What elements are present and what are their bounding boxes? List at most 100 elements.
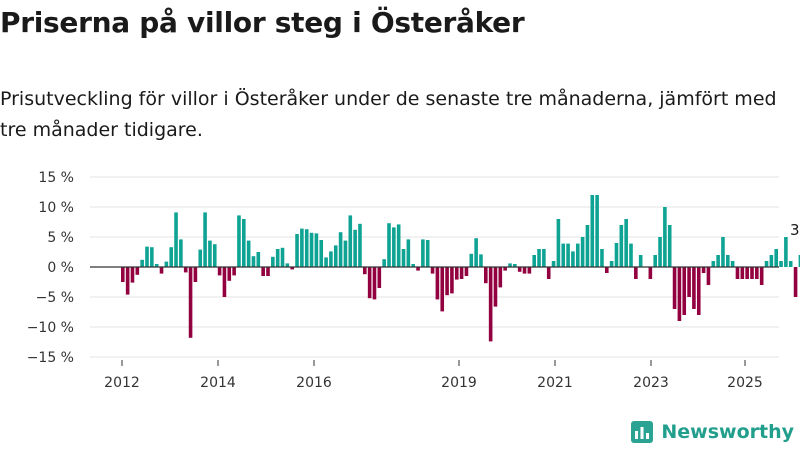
bar xyxy=(387,223,391,267)
bar xyxy=(619,225,624,267)
bar xyxy=(396,224,401,267)
bar xyxy=(614,243,619,267)
bar xyxy=(706,267,711,285)
bar xyxy=(304,229,309,267)
bar xyxy=(711,261,716,267)
bar xyxy=(779,261,783,267)
bar xyxy=(121,267,125,282)
bar xyxy=(140,259,144,267)
bar xyxy=(445,267,449,296)
bar xyxy=(338,232,343,267)
bar xyxy=(638,255,643,267)
bar xyxy=(324,257,328,267)
bar xyxy=(353,229,357,267)
bar xyxy=(125,267,130,295)
bar xyxy=(488,267,493,342)
bar xyxy=(474,238,478,267)
bar xyxy=(556,219,561,267)
bar xyxy=(687,267,691,297)
bars xyxy=(121,195,800,342)
bar xyxy=(537,249,541,267)
bar xyxy=(532,255,536,267)
y-tick-label: −5 % xyxy=(36,290,74,306)
bar xyxy=(164,261,169,267)
bar xyxy=(246,240,251,267)
y-axis-tick-labels: 15 % 10 % 5 % 0 % −5 % −10 % −15 % xyxy=(27,170,74,366)
bar xyxy=(193,267,198,282)
bar xyxy=(575,243,580,267)
y-tick-label: −10 % xyxy=(27,320,74,336)
x-tick-label: 2016 xyxy=(296,375,332,391)
bar xyxy=(454,267,459,280)
bar xyxy=(159,267,164,274)
bar xyxy=(672,267,677,309)
bar xyxy=(242,219,246,267)
bar xyxy=(377,267,382,288)
bar xyxy=(430,267,435,274)
bar xyxy=(271,256,275,267)
bar xyxy=(788,261,793,267)
bar xyxy=(217,267,222,276)
bar xyxy=(203,212,207,267)
bar xyxy=(595,195,599,267)
bar xyxy=(261,267,265,276)
bar xyxy=(667,225,672,267)
bar xyxy=(798,255,800,267)
bar xyxy=(188,267,193,338)
bar xyxy=(493,267,498,307)
bar xyxy=(135,267,140,275)
bar xyxy=(522,267,527,274)
bar xyxy=(208,240,212,267)
bar xyxy=(150,247,154,267)
x-tick-label: 2014 xyxy=(200,375,236,391)
bar xyxy=(300,228,304,267)
x-tick-label: 2019 xyxy=(441,375,477,391)
bar xyxy=(721,237,725,267)
bar xyxy=(459,267,464,279)
bar xyxy=(382,259,386,267)
bar xyxy=(546,267,551,279)
bar xyxy=(421,239,425,267)
bar xyxy=(517,267,522,272)
x-tick-label: 2025 xyxy=(727,375,763,391)
bar xyxy=(290,267,294,270)
bar xyxy=(154,264,159,267)
bar xyxy=(266,267,270,276)
bar xyxy=(605,267,609,273)
last-value-annotation: 3 % xyxy=(790,221,800,239)
bar xyxy=(513,264,517,267)
x-tick-label: 2012 xyxy=(104,375,140,391)
bar xyxy=(363,267,367,275)
bar xyxy=(774,249,778,267)
bar xyxy=(392,227,396,267)
bar xyxy=(314,233,319,267)
y-tick-label: 15 % xyxy=(38,170,74,186)
x-axis-tick-labels: 2012 2014 2016 2019 2021 2023 2025 xyxy=(104,360,763,391)
brand-logo: Newsworthy xyxy=(630,420,794,444)
bar xyxy=(406,239,411,267)
bar xyxy=(285,263,290,267)
bar xyxy=(745,267,749,279)
bar xyxy=(764,261,769,267)
bar xyxy=(256,252,261,267)
bar xyxy=(333,245,338,267)
bar xyxy=(198,249,203,267)
bar xyxy=(440,267,445,312)
bar xyxy=(145,246,149,267)
bar xyxy=(503,267,507,271)
bar-chart: 15 %10 %5 %0 %−5 %−10 %−15 % 2012 2014 201… xyxy=(27,170,800,391)
bar xyxy=(174,212,178,267)
y-tick-label: 0 % xyxy=(47,260,74,276)
bar xyxy=(769,255,774,267)
bar xyxy=(609,261,614,267)
bar xyxy=(425,240,430,267)
bar xyxy=(411,264,415,267)
bar xyxy=(658,237,662,267)
bar xyxy=(222,267,227,297)
bar xyxy=(416,267,420,271)
bar xyxy=(566,243,570,267)
bar xyxy=(179,239,183,267)
bar xyxy=(295,234,299,267)
bar xyxy=(508,263,512,267)
brand-name: Newsworthy xyxy=(661,421,794,443)
